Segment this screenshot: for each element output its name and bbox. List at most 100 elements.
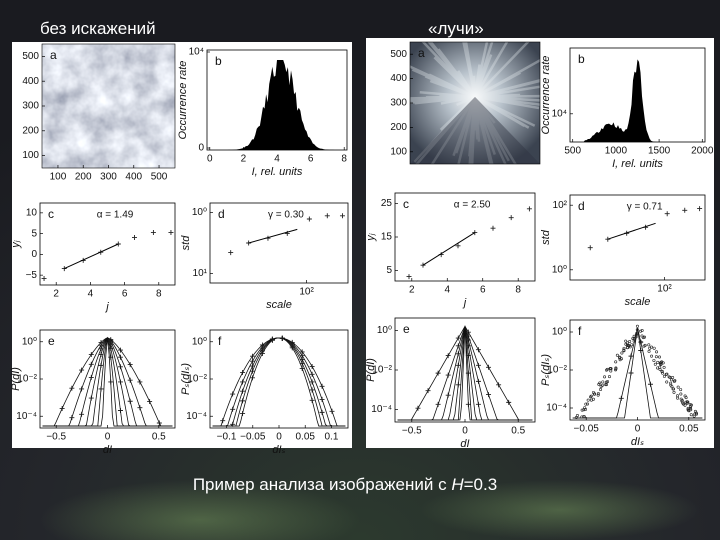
x-tick-label: 0 [105,432,111,443]
subplot: a 500 400 300 200 100 100 200 300 400 500 [22,43,176,183]
scatter-point [630,343,634,347]
scatter-point [660,369,664,373]
x-axis-label: I, rel. units [612,158,663,170]
y-tick-label: 15 [381,232,393,243]
scatter-point [640,334,644,338]
x-axis-label: dI [103,444,112,456]
scatter-point [607,375,611,379]
scatter-point [652,358,656,362]
scatter-point [665,372,669,376]
x-tick-label: 4 [88,289,94,300]
histogram [207,60,347,150]
panel-letter: b [215,54,222,68]
x-tick-label: −0.5 [46,432,66,443]
x-tick-label: 0.5 [152,432,166,443]
heading: без искажений [40,19,156,38]
x-tick-label: 6 [480,285,486,296]
scatter-point [614,366,618,370]
scatter-point [680,399,684,403]
scatter-point [603,375,607,379]
x-axis-label: I, rel. units [252,166,303,178]
x-tick-label: 0.05 [295,432,315,443]
scatter-point [605,367,609,371]
scatter-point [635,328,639,332]
marker [306,216,312,222]
scatter-point [685,400,689,404]
subplot: e 10⁰ 10⁻² 10⁻⁴ −0.5 0 0.5 dI P(dI) [365,317,536,450]
histogram [570,59,705,142]
scatter-point [689,413,693,417]
scatter-point [689,403,693,407]
scatter-point [668,375,672,379]
rays [410,42,540,164]
scatter-point [604,383,608,387]
y-tick-label: 10⁻² [547,365,567,376]
scatter-point [655,350,659,354]
scatter-point [672,379,676,383]
x-tick-label: 0.1 [324,432,338,443]
scatter-point [656,360,660,364]
x-tick-label: 0 [462,426,468,437]
subplot: c 25 15 5 2 4 6 8 j yⱼ α = 2.50 [365,192,536,309]
fit-line [248,228,298,244]
y-tick-label: 25 [381,198,393,209]
annotation: α = 1.49 [97,210,134,221]
y-axis-label: yⱼ [10,240,22,249]
plot-frame [39,202,176,286]
scatter-point [652,346,656,350]
curve [397,325,533,421]
y-tick-label: 10⁰ [192,336,207,347]
x-tick-label: −0.05 [574,424,600,435]
x-tick-label: 200 [75,172,92,183]
y-tick-label: 400 [22,76,39,87]
scatter-point [662,365,666,369]
y-tick-label: 10⁻² [17,374,37,385]
scatter-point [609,369,613,373]
x-axis-label: scale [266,299,292,311]
caption-variable: H [451,475,464,494]
scatter-point [618,356,622,360]
marker [406,274,412,280]
scatter-point [689,406,693,410]
y-tick-label: 200 [390,122,407,133]
marker [526,206,532,212]
y-tick-label: 10⁻² [372,365,392,376]
panel-letter: a [418,46,425,60]
scatter-point [614,360,618,364]
scatter-point [586,398,590,402]
scatter-point [662,374,666,378]
y-tick-label: 10⁴ [189,47,204,58]
y-tick-label: 10⁻⁴ [186,411,207,422]
marker [41,275,47,281]
caption: Пример анализа изображений с H=0.3 [193,475,497,494]
x-axis-label: j [462,297,467,309]
y-tick-label: 100 [390,146,407,157]
x-tick-label: 500 [564,146,581,157]
y-tick-label: 10⁻² [187,374,207,385]
scatter-point [647,349,651,353]
annotation: γ = 0.71 [627,202,663,213]
scatter-point [659,362,663,366]
panel-letter: d [218,207,225,221]
x-tick-label: 0.5 [511,426,525,437]
scatter-point [679,388,683,392]
subplot: d 10⁰ 10¹ 10² scale std γ = 0.30 [180,202,349,311]
scatter-point [653,362,657,366]
scatter-point [627,344,631,348]
x-axis-label: dIₛ [631,436,644,448]
scatter-point [683,403,687,407]
subplot: c 10 5 0 −5 2 4 6 8 j yⱼ α = 1.49 [10,202,176,313]
fit-line [422,232,476,266]
scatter-point [632,337,636,341]
y-tick-label: 10⁻⁴ [16,411,37,422]
x-tick-label: 300 [100,172,117,183]
scatter-point [660,360,664,364]
y-tick-label: 300 [22,101,39,112]
scatter-point [669,378,673,382]
scatter-point [665,380,669,384]
subplot: a 500 400 300 200 100 [390,41,541,165]
y-tick-label: 10 [26,207,38,218]
scatter-point [635,332,639,336]
scatter-point [694,411,698,415]
